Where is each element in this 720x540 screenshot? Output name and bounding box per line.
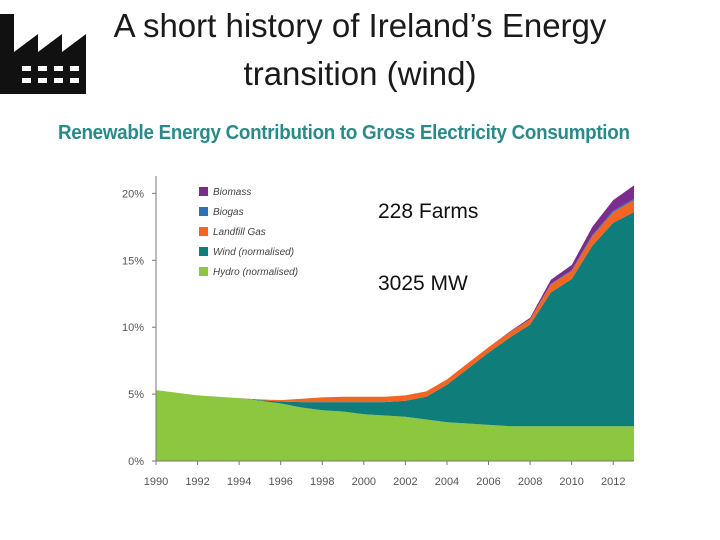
x-tick-label: 1998 bbox=[310, 476, 334, 488]
legend-label: Hydro (normalised) bbox=[213, 267, 298, 278]
x-tick-label: 1994 bbox=[227, 476, 251, 488]
legend-swatch bbox=[199, 227, 208, 236]
y-tick-label: 20% bbox=[122, 188, 144, 200]
area-hydro-normalised bbox=[156, 390, 634, 461]
farms-annotation: 228 Farms bbox=[374, 200, 483, 224]
legend-swatch bbox=[199, 187, 208, 196]
x-tick-label: 2000 bbox=[352, 476, 376, 488]
legend-label: Biogas bbox=[213, 207, 244, 218]
x-tick-label: 1992 bbox=[185, 476, 209, 488]
y-tick-label: 10% bbox=[122, 322, 144, 334]
y-tick-label: 5% bbox=[128, 389, 144, 401]
slide-title: A short history of Ireland’s Energy tran… bbox=[60, 2, 660, 98]
slide-title-line-1: A short history of Ireland’s Energy bbox=[113, 7, 607, 44]
area-wind-normalised bbox=[156, 212, 634, 427]
x-tick-label: 2004 bbox=[435, 476, 459, 488]
factory-icon bbox=[0, 14, 86, 94]
legend-swatch bbox=[199, 267, 208, 276]
y-tick-label: 0% bbox=[128, 456, 144, 468]
chart-title: Renewable Energy Contribution to Gross E… bbox=[58, 122, 630, 144]
legend-label: Landfill Gas bbox=[213, 227, 266, 238]
capacity-annotation: 3025 MW bbox=[374, 272, 472, 296]
x-tick-label: 2002 bbox=[393, 476, 417, 488]
x-tick-label: 2008 bbox=[518, 476, 542, 488]
x-tick-label: 2006 bbox=[476, 476, 500, 488]
slide-title-line-2: transition (wind) bbox=[243, 55, 477, 92]
legend-label: Biomass bbox=[213, 187, 251, 198]
x-tick-label: 1990 bbox=[144, 476, 168, 488]
y-tick-label: 15% bbox=[122, 255, 144, 267]
legend-swatch bbox=[199, 247, 208, 256]
x-tick-label: 2010 bbox=[559, 476, 583, 488]
legend-swatch bbox=[199, 207, 208, 216]
legend-label: Wind (normalised) bbox=[213, 247, 294, 258]
x-tick-label: 2012 bbox=[601, 476, 625, 488]
x-tick-label: 1996 bbox=[268, 476, 292, 488]
